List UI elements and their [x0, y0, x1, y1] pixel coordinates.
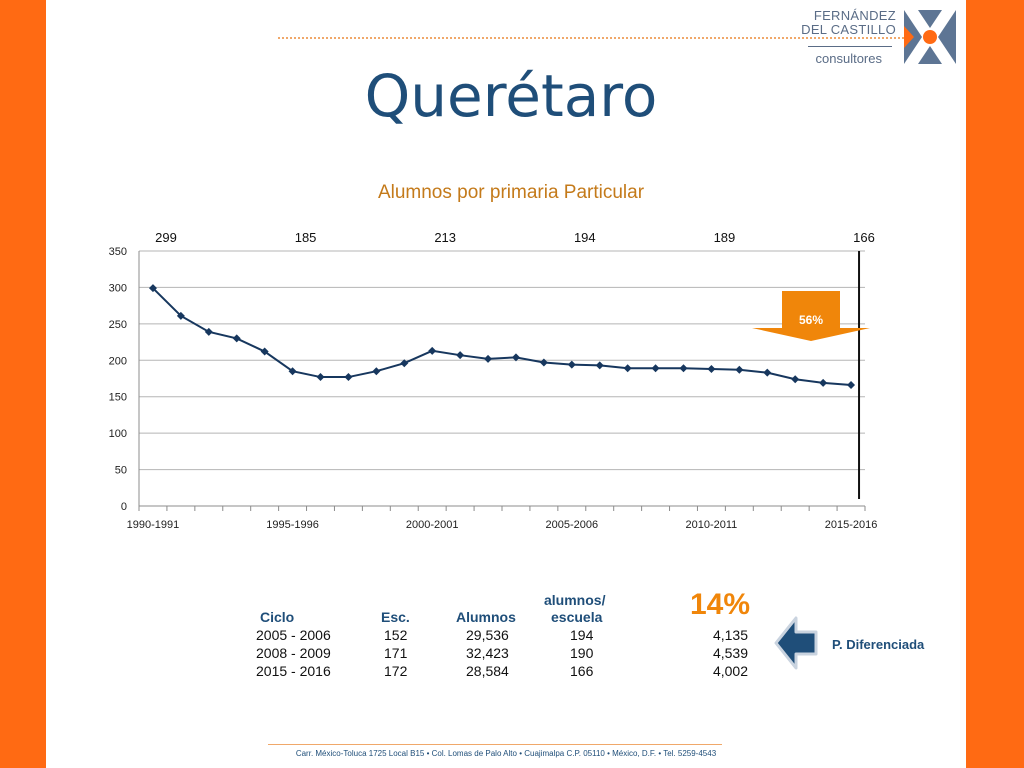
x-tick-label: 1995-1996	[266, 519, 319, 531]
annotation-label: 56%	[799, 313, 823, 327]
data-point	[456, 351, 465, 360]
cell-alumnos: 32,423	[466, 645, 509, 661]
x-tick-label: 2015-2016	[825, 519, 878, 531]
top-value-label: 185	[295, 230, 317, 245]
y-tick-label: 250	[109, 319, 127, 331]
brand-rule	[808, 46, 892, 47]
y-tick-label: 100	[109, 428, 127, 440]
x-tick-label: 2005-2006	[546, 519, 599, 531]
cell-ciclo: 2008 - 2009	[256, 645, 331, 661]
y-tick-label: 300	[109, 282, 127, 294]
x-logo-icon	[904, 10, 956, 64]
y-tick-label: 0	[121, 501, 127, 513]
cell-ciclo: 2015 - 2016	[256, 663, 331, 679]
cell-ratio: 194	[570, 627, 594, 643]
top-value-label: 189	[714, 230, 736, 245]
data-point	[707, 365, 716, 374]
data-point	[595, 361, 604, 370]
data-point	[511, 353, 520, 362]
x-tick-label: 1990-1991	[127, 519, 180, 531]
brand-tagline: consultores	[815, 51, 882, 66]
slide: FERNÁNDEZ DEL CASTILLO consultores Queré…	[46, 0, 966, 768]
data-point	[148, 284, 157, 293]
top-value-label: 194	[574, 230, 596, 245]
data-point	[232, 334, 241, 343]
data-point	[567, 360, 576, 369]
data-point	[260, 347, 269, 356]
cell-esc: 171	[384, 645, 408, 661]
data-point	[651, 364, 660, 373]
data-point	[847, 381, 856, 390]
side-value: 4,135	[712, 627, 748, 643]
data-point	[428, 346, 437, 355]
cell-esc: 152	[384, 627, 408, 643]
data-point	[372, 367, 381, 376]
cell-ciclo: 2005 - 2006	[256, 627, 331, 643]
percent-highlight: 14%	[690, 588, 751, 621]
data-point	[539, 358, 548, 367]
y-tick-label: 50	[115, 465, 127, 477]
col-header-ciclo: Ciclo	[260, 609, 295, 625]
col-header-ratio-line2: escuela	[551, 609, 603, 625]
brand-name-line1: FERNÁNDEZ	[813, 8, 896, 23]
data-point	[735, 365, 744, 374]
cell-alumnos: 29,536	[466, 627, 509, 643]
data-point	[344, 373, 353, 382]
series-line	[152, 287, 852, 387]
top-value-label: 166	[853, 230, 875, 245]
cell-esc: 172	[384, 663, 408, 679]
page-title: Querétaro	[364, 62, 658, 130]
y-tick-label: 150	[109, 392, 127, 404]
data-point	[679, 364, 688, 373]
top-value-label: 213	[434, 230, 456, 245]
data-point	[791, 375, 800, 384]
header-dotted-rule	[278, 37, 944, 39]
data-point	[176, 311, 185, 320]
data-point	[763, 368, 772, 377]
cell-ratio: 166	[570, 663, 594, 679]
side-value: 4,002	[712, 663, 748, 679]
footer-address: Carr. México-Toluca 1725 Local B15 • Col…	[295, 749, 717, 758]
brand-logo: FERNÁNDEZ DEL CASTILLO consultores	[788, 8, 958, 68]
side-value: 4,539	[712, 645, 748, 661]
col-header-alumnos: Alumnos	[456, 609, 516, 625]
data-point	[484, 354, 493, 363]
data-point	[819, 378, 828, 387]
chart-title: Alumnos por primaria Particular	[377, 182, 645, 203]
x-tick-label: 2010-2011	[686, 519, 738, 531]
top-value-label: 299	[155, 230, 177, 245]
col-header-esc: Esc.	[381, 609, 410, 625]
data-point	[400, 359, 409, 368]
data-point	[288, 367, 297, 376]
footer-rule	[268, 744, 722, 745]
data-point	[316, 373, 325, 382]
left-arrow-icon	[774, 616, 818, 670]
data-point	[204, 327, 213, 336]
y-tick-label: 200	[109, 355, 127, 367]
x-tick-label: 2000-2001	[406, 519, 459, 531]
brand-name-line2: DEL CASTILLO	[801, 22, 896, 37]
line-chart: 0 50 100 150 200 250 300 350 1990-1991 1995-1996 2…	[109, 230, 878, 531]
y-tick-label: 350	[109, 246, 127, 258]
cell-ratio: 190	[570, 645, 594, 661]
cell-alumnos: 28,584	[466, 663, 509, 679]
data-point	[623, 364, 632, 373]
note-label: P. Diferenciada	[832, 637, 925, 652]
col-header-ratio-line1: alumnos/	[544, 592, 606, 608]
down-arrow-icon	[752, 291, 870, 341]
